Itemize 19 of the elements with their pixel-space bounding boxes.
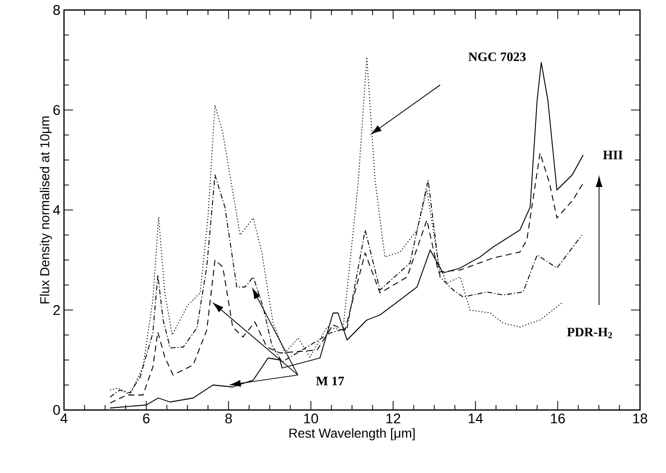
y-tick-label: 4	[53, 205, 60, 215]
y-tick-label: 6	[53, 105, 60, 115]
x-tick-label: 18	[633, 414, 648, 424]
x-tick-label: 6	[143, 414, 150, 424]
x-tick-label: 14	[468, 414, 483, 424]
annotation: HII	[603, 150, 623, 160]
x-axis-title: Rest Wavelength [μm]	[289, 428, 415, 440]
x-tick-label: 8	[225, 414, 232, 424]
y-tick-label: 0	[53, 405, 60, 415]
y-axis-title: Flux Density normalised at 10μm	[40, 116, 52, 304]
x-tick-label: 4	[60, 414, 68, 424]
x-tick-label: 10	[304, 414, 318, 424]
x-tick-label: 12	[386, 414, 400, 424]
y-tick-label: 8	[53, 5, 60, 15]
annotation: NGC 7023	[468, 52, 526, 62]
x-tick-label: 16	[551, 414, 565, 424]
annotation: M 17	[316, 376, 344, 386]
annotation: PDR-H$_{2}$	[567, 328, 612, 338]
y-tick-label: 2	[53, 305, 60, 315]
